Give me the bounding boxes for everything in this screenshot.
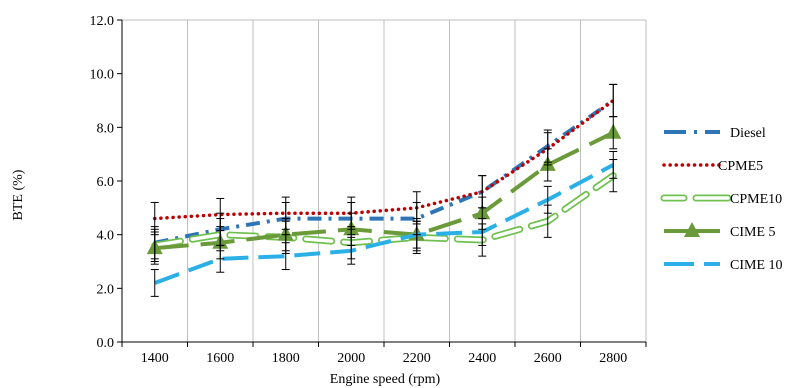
x-tick-label: 1400 [141, 351, 169, 366]
series-layer [146, 98, 622, 285]
grid-lines [121, 19, 647, 342]
series-line-cpme5 [153, 98, 615, 221]
x-tick-label: 2600 [534, 351, 562, 366]
x-tick-label: 2000 [337, 351, 365, 366]
legend-label-diesel: Diesel [730, 126, 766, 141]
y-tick-label: 6.0 [97, 175, 115, 190]
y-tick-label: 4.0 [97, 229, 115, 244]
y-tick-label: 0.0 [97, 336, 115, 351]
x-tick-label: 2200 [403, 351, 431, 366]
x-tick-label: 2400 [468, 351, 496, 366]
series-line-cpme10-inner [153, 173, 615, 248]
y-tick-label: 12.0 [90, 14, 115, 29]
y-axis-title: BTE (%) [11, 169, 26, 220]
legend: Diesel CPME5 CPME10 CIME 5 CIME 10 [660, 126, 783, 273]
legend-label-cpme5: CPME5 [718, 159, 763, 174]
tick-labels: 0.0 2.0 4.0 6.0 8.0 10.0 12.0 1400 1600 1800 2000 2… [90, 14, 628, 366]
series-line-cime-10 [154, 163, 615, 285]
y-tick-label: 10.0 [90, 68, 115, 83]
y-tick-label: 8.0 [97, 121, 115, 136]
x-tick-label: 2800 [599, 351, 627, 366]
legend-marker-cime-5 [684, 222, 700, 237]
legend-label-cime-10: CIME 10 [730, 258, 783, 273]
legend-label-cpme10: CPME10 [730, 192, 782, 207]
error-bars [150, 83, 618, 297]
series-line-cime-5 [154, 130, 615, 251]
x-tick-label: 1600 [206, 351, 234, 366]
x-axis-title: Engine speed (rpm) [330, 372, 441, 387]
axes [117, 19, 647, 347]
y-tick-label: 2.0 [97, 282, 115, 297]
x-tick-label: 1800 [272, 351, 300, 366]
legend-label-cime-5: CIME 5 [730, 225, 776, 240]
